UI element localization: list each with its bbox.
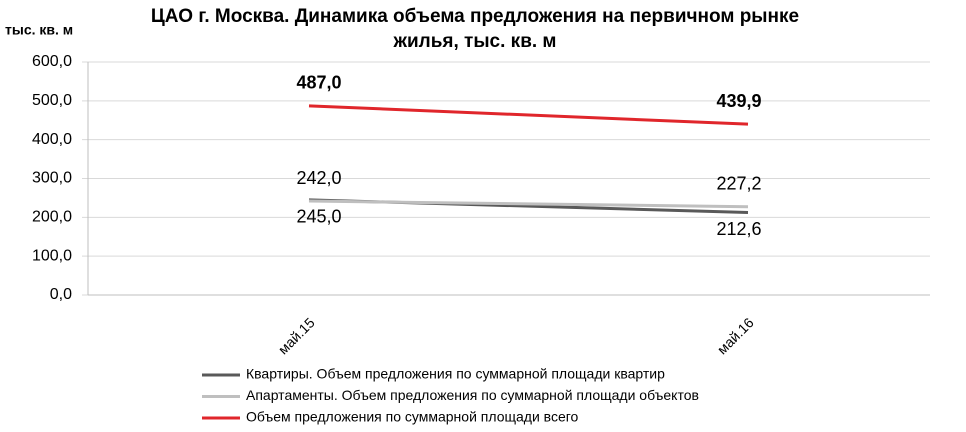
data-label: 439,9 <box>716 91 761 111</box>
x-tick-label: май.15 <box>275 314 318 357</box>
y-tick-label: 0,0 <box>50 286 72 303</box>
data-label: 487,0 <box>296 73 341 93</box>
data-label: 212,6 <box>716 219 761 239</box>
y-tick-label: 100,0 <box>32 247 72 264</box>
y-tick-label: 500,0 <box>32 92 72 109</box>
data-label: 242,0 <box>296 168 341 188</box>
y-tick-label: 400,0 <box>32 131 72 148</box>
legend-label: Квартиры. Объем предложения по суммарной… <box>246 366 665 382</box>
y-axis-label: тыс. кв. м <box>5 22 73 38</box>
series-line <box>308 104 749 126</box>
series-line <box>308 199 749 209</box>
legend-label: Объем предложения по суммарной площади в… <box>246 409 579 425</box>
legend-label: Апартаменты. Объем предложения по суммар… <box>246 387 699 403</box>
y-tick-label: 200,0 <box>32 209 72 226</box>
data-label: 227,2 <box>716 174 761 194</box>
chart-title: жилья, тыс. кв. м <box>392 31 556 52</box>
y-tick-label: 600,0 <box>32 53 72 70</box>
data-label: 245,0 <box>296 207 341 227</box>
y-tick-label: 300,0 <box>32 170 72 187</box>
chart-title: ЦАО г. Москва. Динамика объема предложен… <box>151 6 799 27</box>
x-tick-label: май.16 <box>714 314 757 357</box>
